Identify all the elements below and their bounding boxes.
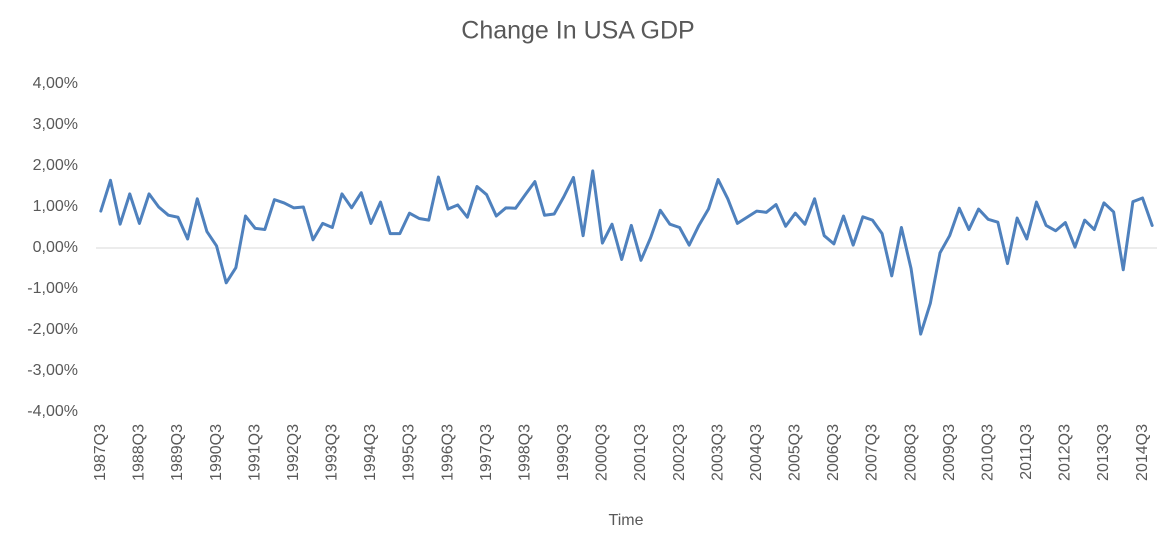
x-tick-label: 2009Q3 xyxy=(941,424,958,481)
y-tick-label: -2,00% xyxy=(27,321,78,338)
y-tick-label: -1,00% xyxy=(27,280,78,297)
x-tick-label: 1988Q3 xyxy=(131,424,148,481)
x-tick-label: 2007Q3 xyxy=(864,424,881,481)
x-tick-label: 2005Q3 xyxy=(787,424,804,481)
y-tick-label: 0,00% xyxy=(33,239,78,256)
x-tick-label: 2012Q3 xyxy=(1057,424,1074,481)
x-tick-label: 2014Q3 xyxy=(1134,424,1151,481)
x-tick-label: 2000Q3 xyxy=(594,424,611,481)
chart-title: Change In USA GDP xyxy=(461,17,694,45)
x-tick-label: 1992Q3 xyxy=(285,424,302,481)
y-tick-label: 1,00% xyxy=(33,198,78,215)
x-tick-label: 2008Q3 xyxy=(902,424,919,481)
x-tick-label: 2011Q3 xyxy=(1018,424,1035,480)
x-tick-label: 2001Q3 xyxy=(632,424,649,481)
x-tick-label: 2013Q3 xyxy=(1095,424,1112,481)
x-tick-label: 2004Q3 xyxy=(748,424,765,481)
x-tick-label: 1996Q3 xyxy=(439,424,456,481)
x-tick-label: 1999Q3 xyxy=(555,424,572,481)
x-tick-label: 2002Q3 xyxy=(671,424,688,481)
x-tick-label: 1995Q3 xyxy=(401,424,418,481)
x-tick-label: 1994Q3 xyxy=(362,424,379,481)
x-tick-label: 1993Q3 xyxy=(324,424,341,481)
y-tick-label: 3,00% xyxy=(33,116,78,133)
y-tick-label: 4,00% xyxy=(33,75,78,92)
x-tick-label: 2010Q3 xyxy=(979,424,996,481)
y-tick-label: -3,00% xyxy=(27,362,78,379)
x-tick-label: 2003Q3 xyxy=(709,424,726,481)
data-line xyxy=(99,169,1154,336)
x-axis-label: Time xyxy=(609,512,644,529)
x-tick-label: 1998Q3 xyxy=(516,424,533,481)
x-tick-label: 1997Q3 xyxy=(478,424,495,481)
x-tick-label: 1990Q3 xyxy=(208,424,225,481)
x-tick-label: 1989Q3 xyxy=(169,424,186,481)
x-tick-label: 2006Q3 xyxy=(825,424,842,481)
y-tick-label: 2,00% xyxy=(33,157,78,174)
y-tick-label: -4,00% xyxy=(27,403,78,420)
x-tick-label: 1987Q3 xyxy=(92,424,109,481)
x-tick-label: 1991Q3 xyxy=(246,424,263,481)
